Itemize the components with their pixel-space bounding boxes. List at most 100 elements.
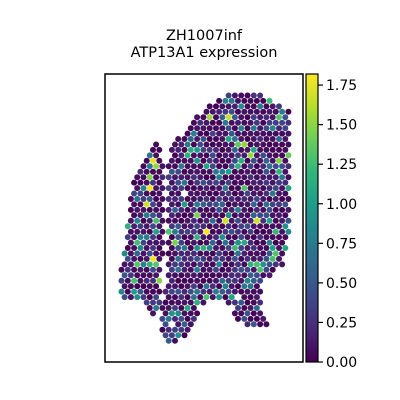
spot-point: [190, 152, 197, 159]
colorbar-tick-label: 1.50: [326, 118, 357, 134]
spot-point: [181, 266, 188, 273]
spot-point: [203, 294, 210, 301]
spot-point: [247, 315, 254, 322]
spot-point: [206, 136, 213, 142]
spot-point: [276, 114, 282, 121]
spot-point: [225, 288, 232, 295]
spot-point: [235, 141, 241, 148]
spot-point: [178, 206, 185, 213]
spot-point: [235, 108, 241, 115]
spot-point: [137, 255, 144, 262]
spot-point: [209, 250, 216, 257]
spot-point: [159, 185, 166, 192]
spot-point: [222, 97, 229, 104]
spot-point: [253, 272, 260, 279]
spot-point: [269, 190, 276, 197]
spot-point: [279, 141, 286, 148]
spot-point: [228, 217, 235, 224]
spot-point: [257, 92, 264, 99]
spot-point: [222, 272, 229, 279]
spot-point: [216, 250, 223, 257]
spot-point: [159, 315, 166, 322]
spot-point: [282, 157, 289, 164]
spot-point: [209, 108, 216, 115]
spot-point: [266, 272, 273, 279]
spot-point: [140, 228, 147, 235]
spot-point: [253, 152, 260, 159]
spot-point: [172, 196, 178, 202]
spot-point: [140, 185, 147, 192]
spot-point: [269, 266, 276, 273]
spot-point: [134, 272, 141, 279]
spot-point: [257, 288, 264, 295]
spot-point: [121, 250, 128, 257]
spot-point: [260, 174, 267, 181]
spot-point: [241, 315, 248, 322]
spot-point: [131, 223, 138, 230]
spot-point: [159, 196, 166, 202]
spot-point: [194, 255, 201, 262]
spot-point: [203, 272, 210, 279]
spot-point: [241, 283, 248, 290]
spot-point: [279, 261, 286, 268]
spot-point: [276, 223, 282, 230]
spot-point: [178, 239, 185, 246]
spot-point: [238, 157, 245, 164]
spot-point: [178, 294, 185, 301]
spot-point: [260, 239, 267, 246]
spot-point: [140, 163, 147, 170]
spot-point: [216, 228, 223, 235]
spot-point: [257, 168, 264, 175]
spot-point: [131, 288, 138, 295]
spot-point: [279, 228, 286, 235]
spot-point: [209, 152, 216, 159]
spot-point: [175, 223, 182, 230]
spot-point: [253, 206, 260, 213]
spot-point: [250, 212, 257, 219]
spot-point: [235, 119, 241, 126]
spot-point: [253, 174, 260, 181]
spot-point: [263, 146, 270, 153]
spot-point: [225, 245, 232, 251]
spot-point: [238, 234, 245, 241]
spot-point: [190, 196, 197, 202]
spot-point: [260, 119, 267, 126]
spot-point: [200, 136, 207, 142]
spot-point: [150, 223, 156, 230]
spot-point: [272, 196, 279, 202]
spot-point: [165, 174, 172, 181]
spot-point: [178, 196, 185, 202]
spot-point: [137, 223, 144, 230]
spot-point: [219, 125, 226, 132]
spot-point: [197, 228, 204, 235]
spot-point: [200, 277, 207, 284]
spot-point: [184, 196, 191, 202]
spot-point: [143, 299, 150, 306]
spot-point: [219, 212, 226, 219]
spot-point: [153, 152, 160, 159]
spot-point: [184, 283, 191, 290]
spot-point: [184, 130, 191, 137]
spot-point: [150, 146, 156, 153]
spot-point: [225, 125, 232, 132]
spot-point: [250, 103, 257, 110]
spot-point: [279, 130, 286, 137]
spot-point: [225, 157, 232, 164]
spot-point: [150, 299, 156, 306]
spot-point: [181, 136, 188, 142]
spot-point: [231, 157, 238, 164]
spot-point: [134, 206, 141, 213]
spot-point: [263, 136, 270, 142]
spot-point: [156, 190, 163, 197]
spot-point: [231, 168, 238, 175]
spot-point: [203, 228, 210, 235]
spot-point: [247, 152, 254, 159]
spot-point: [238, 136, 245, 142]
spot-point: [250, 223, 257, 230]
spot-point: [219, 245, 226, 251]
spot-point: [172, 152, 178, 159]
spot-point: [134, 283, 141, 290]
spot-point: [213, 234, 219, 241]
spot-point: [219, 168, 226, 175]
spot-point: [228, 152, 235, 159]
